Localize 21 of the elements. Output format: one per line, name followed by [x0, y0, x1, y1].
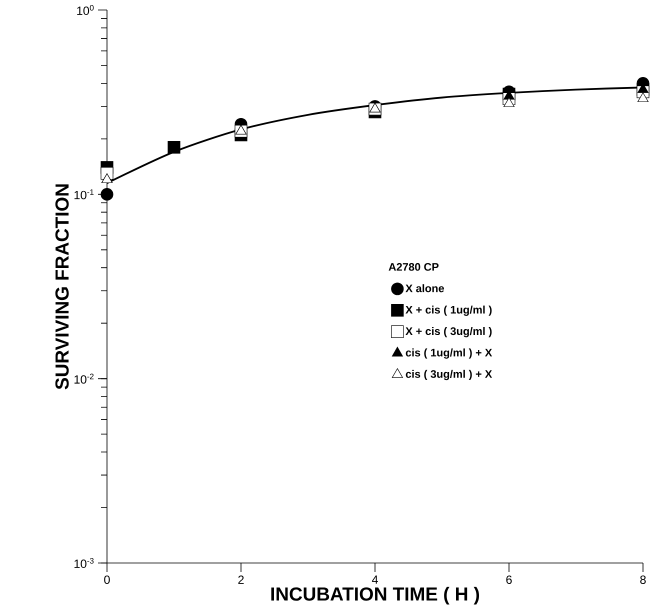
x-tick-label: 6: [506, 575, 512, 584]
y-tick-label: 10$^{0}$: [77, 4, 94, 15]
x-tick-label: 8: [640, 575, 646, 584]
x-tick-label: 2: [238, 575, 244, 584]
legend-label: X + cis ( 1ug/ml ): [406, 306, 492, 316]
legend-title: A2780 CP: [388, 263, 439, 271]
x-tick-label: 4: [372, 575, 378, 584]
y-tick-label: 10$^{-2}$: [74, 374, 94, 384]
y-axis-title: SURVIVING FRACTION: [55, 184, 69, 390]
legend-label: cis ( 3ug/ml ) + X: [406, 370, 492, 380]
point: [638, 92, 648, 102]
point: [504, 97, 514, 108]
point: [168, 140, 180, 154]
x-axis-title: INCUBATION TIME ( H ): [271, 586, 480, 604]
y-tick-label: 10$^{-1}$: [74, 189, 94, 200]
x-tick-label: 0: [104, 575, 110, 584]
legend-label: X alone: [406, 284, 444, 292]
legend-label: X + cis ( 3ug/ml ): [406, 327, 492, 338]
legend-label: cis ( 1ug/ml ) + X: [406, 348, 492, 359]
y-tick-label: 10$^{-3}$: [74, 558, 94, 568]
point: [100, 188, 114, 201]
